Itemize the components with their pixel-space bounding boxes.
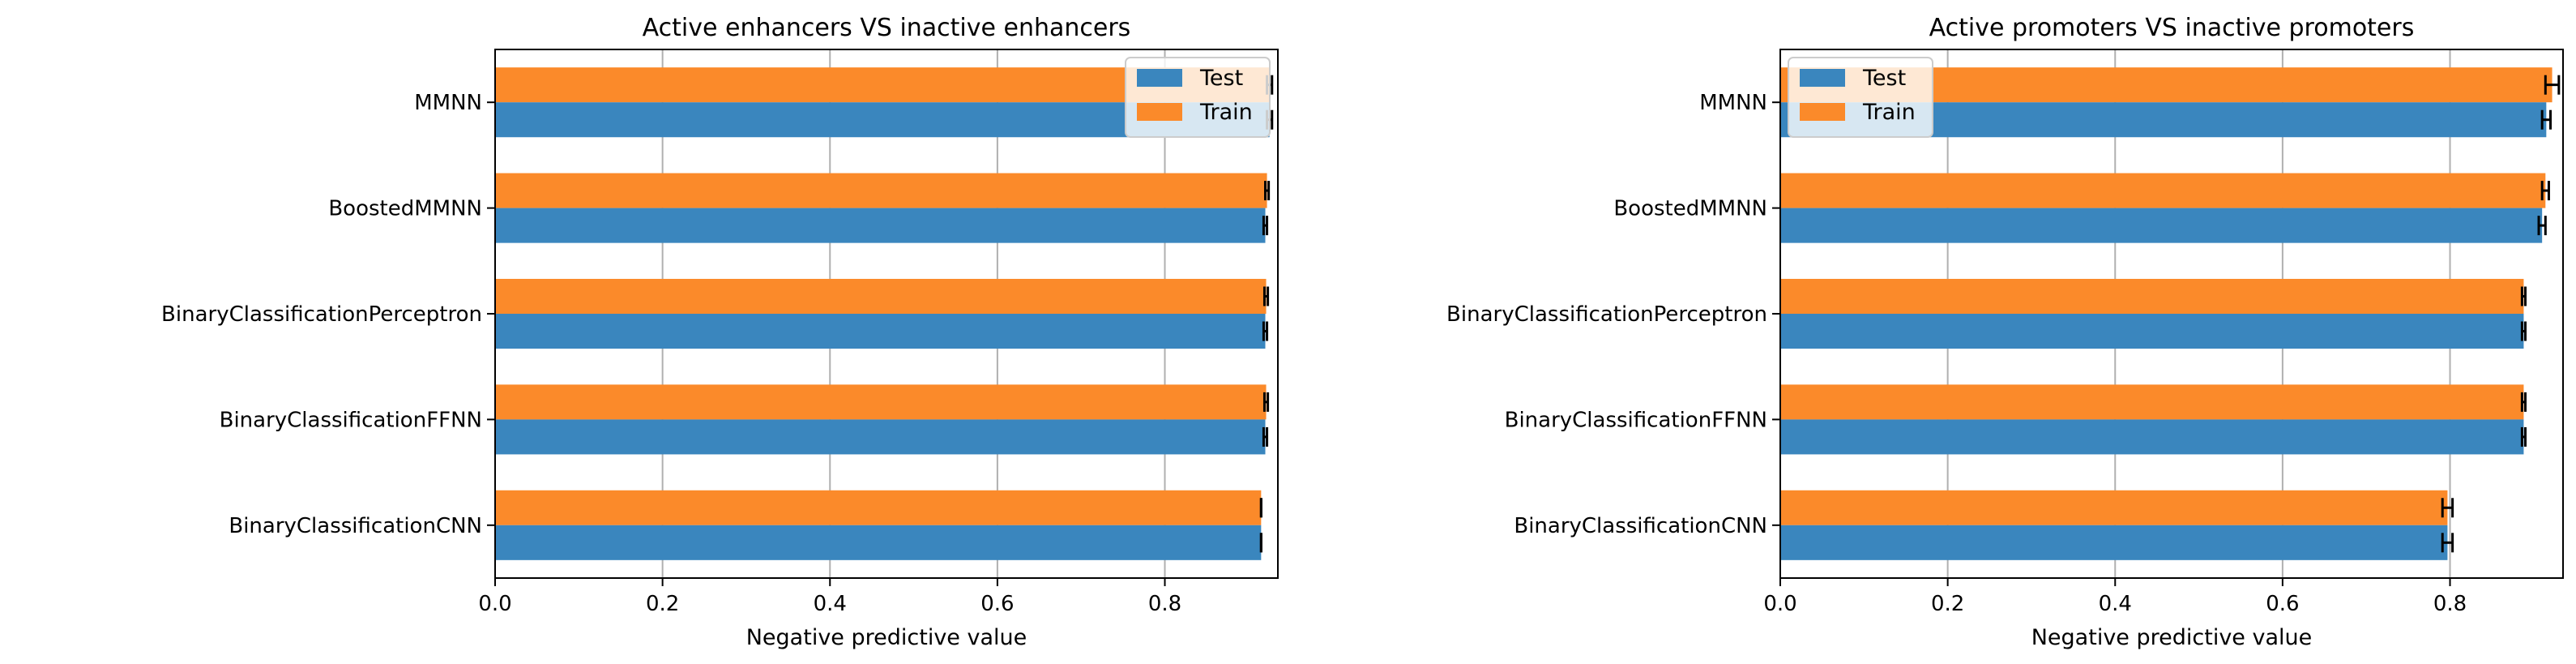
legend-swatch-train [1137,103,1182,121]
errorbar-train [2540,181,2550,201]
y-tick-label: BinaryClassificationCNN [1514,514,1767,538]
bar-test [495,419,1266,455]
x-tick-label: 0.0 [478,592,511,616]
x-tick-label: 0.2 [646,592,679,616]
bar-test [495,525,1262,560]
y-tick-label: MMNN [414,91,482,115]
legend-label-test: Test [1862,66,1906,91]
y-tick-label: BinaryClassificationFFNN [220,408,482,432]
errorbar-train [2441,498,2454,518]
bar-test [1780,208,2543,243]
errorbar-test [2537,216,2547,236]
legend: Test Train [1125,57,1271,138]
x-tick-label: 0.2 [1931,592,1964,616]
chart-panel-promoters: Active promoters VS inactive promoters N… [1446,14,2564,650]
legend-swatch-test [1800,69,1845,87]
x-tick-label: 0.4 [2099,592,2132,616]
errorbar-test [1262,216,1269,236]
legend-swatch-test [1137,69,1182,87]
bar-train [495,278,1267,314]
errorbar-train [1264,181,1271,201]
axes-frame [1779,49,2564,579]
bars [1780,67,2561,560]
errorbar-test [1262,321,1269,341]
x-tick-label: 0.6 [980,592,1014,616]
bar-train [495,384,1267,420]
y-tick-label: BinaryClassificationCNN [229,514,482,538]
legend-label-train: Train [1862,100,1916,125]
bar-test [1780,419,2524,455]
chart-panel-enhancers: Active enhancers VS inactive enhancers N… [161,14,1279,650]
bar-train [1780,173,2546,208]
bar-train [1780,384,2524,420]
errorbar-test [2540,109,2553,130]
x-tick-label: 0.6 [2266,592,2299,616]
bar-train [1780,278,2524,314]
errorbar-train [2520,392,2527,412]
legend-label-test: Test [1199,66,1243,91]
y-tick-label: BoostedMMNN [1613,197,1767,221]
y-tick-label: BinaryClassificationPerceptron [161,302,482,327]
y-tick-label: BinaryClassificationPerceptron [1446,302,1767,327]
chart-title: Active enhancers VS inactive enhancers [643,14,1131,42]
errorbar-test [2520,321,2527,341]
legend-label-train: Train [1199,100,1253,125]
y-tick-label: BoostedMMNN [328,197,482,221]
y-tick-label: MMNN [1699,91,1767,115]
x-axis-label: Negative predictive value [746,625,1027,650]
bar-test [1780,314,2524,349]
bar-train [495,173,1267,208]
bar-train [495,490,1262,525]
errorbar-test [1262,426,1269,447]
x-tick-label: 0.8 [2433,592,2467,616]
bar-test [1780,525,2448,560]
errorbar-train [1262,392,1270,412]
bar-train [1780,490,2448,525]
x-axis-label: Negative predictive value [2031,625,2313,650]
x-tick-label: 0.4 [814,592,847,616]
y-tick-label: BinaryClassificationFFNN [1505,408,1767,432]
bar-test [495,314,1266,349]
chart-title: Active promoters VS inactive promoters [1929,14,2415,42]
legend-swatch-train [1800,103,1845,121]
errorbar-train [2544,75,2561,95]
axes-frame [494,49,1279,579]
errorbar-test [2520,426,2527,447]
errorbar-train [2520,286,2527,306]
errorbar-train [1262,286,1270,306]
bar-test [495,208,1266,243]
bars [495,67,1274,560]
legend: Test Train [1788,57,1933,138]
x-tick-label: 0.0 [1763,592,1796,616]
x-tick-label: 0.8 [1148,592,1181,616]
errorbar-test [2441,533,2454,553]
